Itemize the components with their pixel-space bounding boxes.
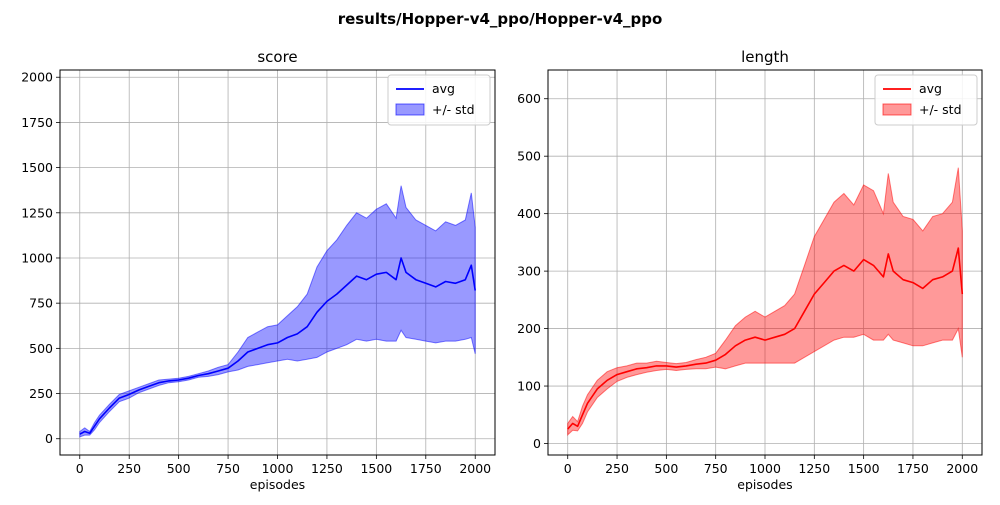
x-tick-label: 1250 bbox=[798, 461, 830, 476]
y-tick-label: 1500 bbox=[21, 160, 53, 175]
x-tick-label: 750 bbox=[216, 461, 240, 476]
score-std-band bbox=[79, 185, 476, 438]
length-title: length bbox=[741, 48, 789, 66]
x-tick-label: 1250 bbox=[311, 461, 343, 476]
y-tick-label: 2000 bbox=[21, 70, 53, 85]
x-tick-label: 1000 bbox=[262, 461, 294, 476]
x-tick-label: 0 bbox=[76, 461, 84, 476]
legend-std-label: +/- std bbox=[919, 102, 962, 117]
length-std-band bbox=[567, 167, 963, 437]
y-tick-label: 0 bbox=[533, 436, 541, 451]
x-tick-label: 1750 bbox=[410, 461, 442, 476]
figure-suptitle: results/Hopper-v4_ppo/Hopper-v4_ppo bbox=[338, 10, 663, 28]
length-panel: 0 250 500 750 1000 1250 1500 1750 2000 0 100 200 300… bbox=[517, 48, 983, 492]
x-tick-label: 2000 bbox=[946, 461, 978, 476]
y-tick-label: 500 bbox=[517, 149, 541, 164]
x-tick-label: 500 bbox=[654, 461, 678, 476]
y-tick-label: 200 bbox=[517, 321, 541, 336]
x-tick-label: 250 bbox=[605, 461, 629, 476]
x-tick-label: 0 bbox=[564, 461, 572, 476]
y-tick-label: 500 bbox=[29, 341, 53, 356]
axes-frame bbox=[547, 69, 983, 456]
length-xlabel: episodes bbox=[737, 477, 792, 492]
x-tick-label: 500 bbox=[167, 461, 191, 476]
length-legend: avg +/- std bbox=[874, 74, 978, 126]
legend-box bbox=[387, 74, 491, 126]
x-tick-label: 1000 bbox=[749, 461, 781, 476]
y-tick-label: 250 bbox=[29, 386, 53, 401]
y-tick-label: 1000 bbox=[21, 250, 53, 265]
y-tick-label: 300 bbox=[517, 264, 541, 279]
axes-frame bbox=[59, 69, 496, 456]
y-tick-label: 400 bbox=[517, 206, 541, 221]
legend-std-swatch bbox=[395, 103, 425, 116]
score-xlabel: episodes bbox=[250, 477, 305, 492]
x-tick-label: 750 bbox=[704, 461, 728, 476]
legend-std-swatch bbox=[882, 103, 912, 116]
y-tick-label: 0 bbox=[45, 431, 53, 446]
x-tick-label: 1750 bbox=[897, 461, 929, 476]
legend-box bbox=[874, 74, 978, 126]
length-avg-line bbox=[567, 247, 964, 430]
y-tick-label: 1750 bbox=[21, 115, 53, 130]
legend-avg-label: avg bbox=[432, 81, 455, 96]
y-tick-label: 1250 bbox=[21, 205, 53, 220]
legend-avg-label: avg bbox=[919, 81, 942, 96]
legend-std-label: +/- std bbox=[432, 102, 475, 117]
y-tick-label: 600 bbox=[517, 91, 541, 106]
x-tick-label: 1500 bbox=[360, 461, 392, 476]
score-title: score bbox=[257, 48, 297, 66]
x-tick-label: 250 bbox=[117, 461, 141, 476]
y-tick-label: 750 bbox=[29, 296, 53, 311]
x-tick-label: 2000 bbox=[459, 461, 491, 476]
x-tick-label: 1500 bbox=[848, 461, 880, 476]
score-avg-line bbox=[79, 257, 476, 435]
y-tick-label: 100 bbox=[517, 379, 541, 394]
score-legend: avg +/- std bbox=[387, 74, 491, 126]
score-panel: 0 250 500 750 1000 1250 1500 1750 2000 0 250 500 750… bbox=[21, 48, 496, 492]
